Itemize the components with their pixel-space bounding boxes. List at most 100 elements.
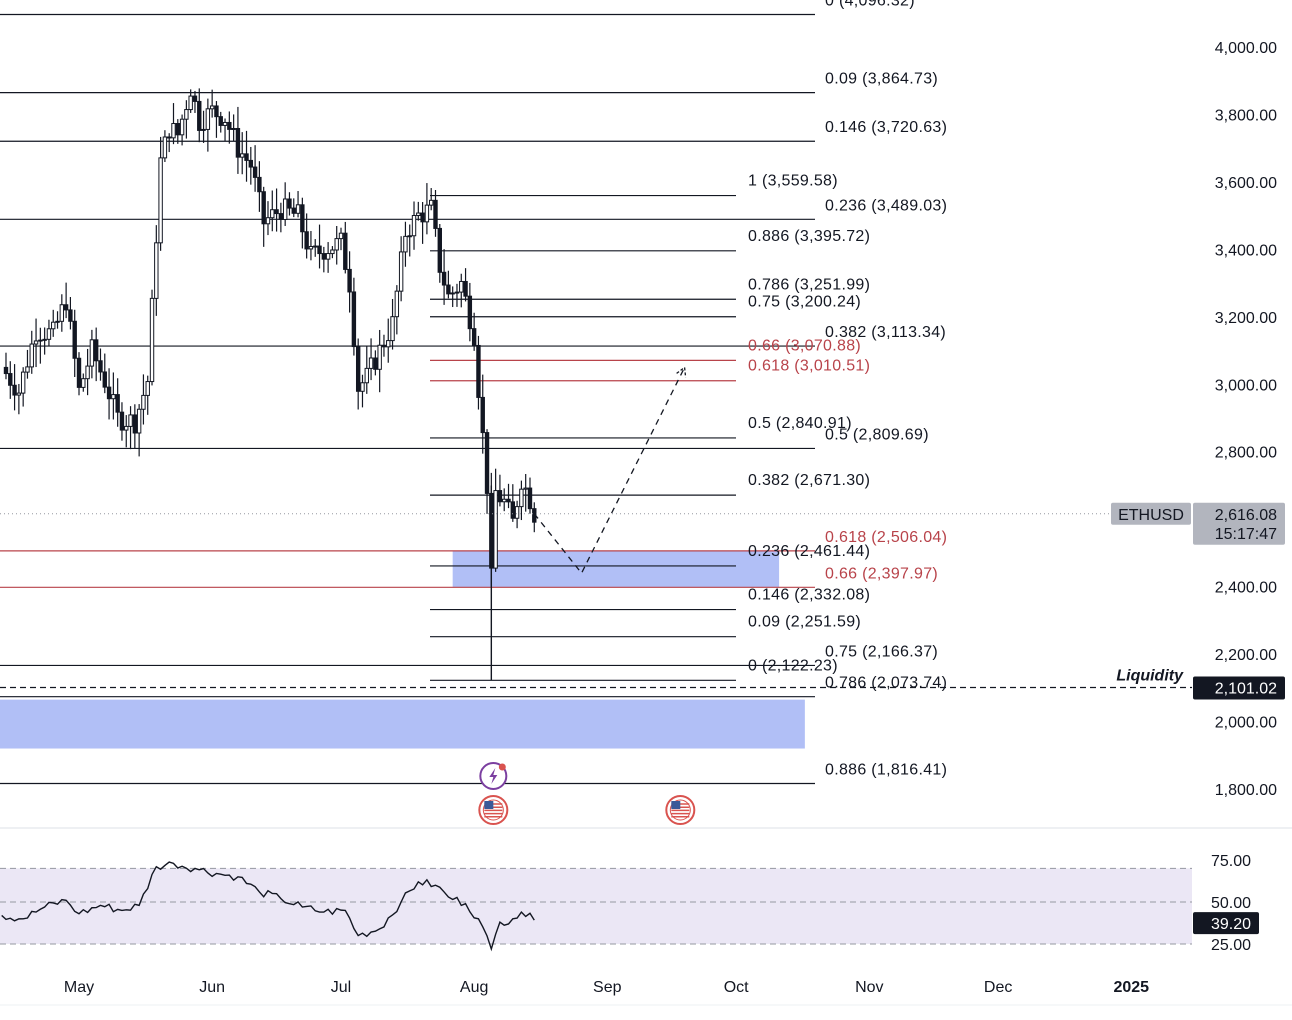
fib-zone xyxy=(0,699,805,749)
candle-body xyxy=(519,488,524,508)
lightning-icon-dot xyxy=(498,763,506,771)
candle-body xyxy=(364,367,369,384)
candle-body xyxy=(308,245,314,250)
fib-level-label: 0.66 (3,070.88) xyxy=(748,337,861,354)
us-flag-icon-canton xyxy=(484,801,494,809)
candle-body xyxy=(68,309,73,322)
candle-body xyxy=(467,295,473,330)
price-tick-label: 4,000.00 xyxy=(1215,40,1277,57)
fib-level-label: 0.236 (2,461.44) xyxy=(748,543,870,560)
fib-level-label: 0.09 (2,251.59) xyxy=(748,614,861,631)
fib-level-label: 0.786 (2,073.74) xyxy=(825,675,947,692)
candle-body xyxy=(351,291,357,348)
candle-body xyxy=(459,280,464,293)
candle-body xyxy=(72,320,77,359)
candle-body xyxy=(278,213,284,220)
candle-body xyxy=(381,344,387,348)
candle-body xyxy=(317,245,322,255)
candle-body xyxy=(227,121,232,130)
candle-body xyxy=(201,128,206,131)
candle-body xyxy=(433,199,438,229)
price-tick-label: 3,800.00 xyxy=(1215,107,1277,124)
candle-body xyxy=(471,328,477,346)
fib-level-label: 0.618 (3,010.51) xyxy=(748,358,870,375)
candle-body xyxy=(8,373,13,386)
time-axis[interactable]: May Jun Jul Aug Sep Oct Nov Dec 2025 xyxy=(0,979,1292,1006)
price-axis[interactable]: 4,000.00 3,800.00 3,600.00 3,400.00 3,200.00… xyxy=(1111,40,1285,799)
candle-body xyxy=(386,340,391,348)
candle-body xyxy=(429,199,434,206)
candle-body xyxy=(235,127,241,158)
fib-level-label: 1 (3,559.58) xyxy=(748,173,838,190)
price-tick-label: 2,200.00 xyxy=(1215,647,1277,664)
candle-body xyxy=(33,340,39,345)
candle-body xyxy=(403,235,408,253)
candle-body xyxy=(184,109,189,120)
time-tick-label: Oct xyxy=(724,979,749,996)
candle-body xyxy=(480,396,485,434)
fib-level-label: 0.5 (2,840.91) xyxy=(748,415,852,432)
candle-body xyxy=(416,212,421,217)
candle-body xyxy=(248,159,254,168)
fib-level-label: 0.75 (2,166.37) xyxy=(825,643,938,660)
last-price-value: 2,616.08 xyxy=(1215,507,1277,524)
candle-body xyxy=(347,268,352,293)
projection-arrowhead xyxy=(676,366,687,378)
candle-body xyxy=(93,339,99,362)
candle-body xyxy=(270,209,275,219)
candle-body xyxy=(313,245,318,248)
candles-layer xyxy=(3,88,537,681)
candle-body xyxy=(441,271,447,286)
candle-body xyxy=(420,212,425,223)
candle-body xyxy=(424,204,430,223)
candle-body xyxy=(205,108,211,130)
candle-body xyxy=(257,176,262,193)
candle-body xyxy=(145,381,150,396)
candle-body xyxy=(282,198,288,220)
candle-body xyxy=(63,304,69,311)
time-tick-label: Nov xyxy=(855,979,883,996)
candle-body xyxy=(141,394,146,410)
candle-body xyxy=(295,204,301,214)
time-tick-label: Sep xyxy=(593,979,622,996)
candle-body xyxy=(523,487,528,490)
candle-body xyxy=(46,328,52,340)
candle-body xyxy=(115,394,120,413)
candle-body xyxy=(274,209,279,215)
fib-level-label: 0.66 (2,397.97) xyxy=(825,565,938,582)
fib-level-label: 0.5 (2,809.69) xyxy=(825,426,929,443)
candle-body xyxy=(506,498,511,503)
candle-body xyxy=(119,411,125,431)
candle-body xyxy=(158,157,163,244)
candle-body xyxy=(106,386,112,400)
candle-body xyxy=(188,95,193,111)
candle-body xyxy=(454,291,460,294)
overlay-layer: Liquidity xyxy=(0,366,1192,825)
candle-body xyxy=(240,153,245,158)
price-tick-label: 2,400.00 xyxy=(1215,580,1277,597)
candle-body xyxy=(360,382,365,392)
candle-body xyxy=(218,116,223,126)
time-tick-label: Dec xyxy=(984,979,1012,996)
fib-level-label: 0.146 (2,332.08) xyxy=(748,587,870,604)
candle-body xyxy=(179,118,185,136)
rsi-value-tag-bg xyxy=(1193,912,1259,935)
candle-body xyxy=(325,253,331,260)
candle-body xyxy=(192,95,198,102)
candle-body xyxy=(493,490,498,569)
candle-body xyxy=(111,394,116,400)
rsi-pane[interactable]: 75.00 50.00 25.00 39.20 xyxy=(0,827,1292,954)
candle-body xyxy=(502,498,507,503)
candle-body xyxy=(3,366,9,375)
rsi-line xyxy=(1,861,535,952)
candle-body xyxy=(476,344,481,398)
candle-body xyxy=(175,123,180,136)
candle-body xyxy=(330,249,335,255)
candle-body xyxy=(390,316,395,342)
candle-body xyxy=(12,384,17,396)
candle-body xyxy=(355,346,361,392)
symbol-tag-bg xyxy=(1111,502,1191,525)
zones-layer xyxy=(0,550,805,749)
price-tick-label: 2,000.00 xyxy=(1215,715,1277,732)
